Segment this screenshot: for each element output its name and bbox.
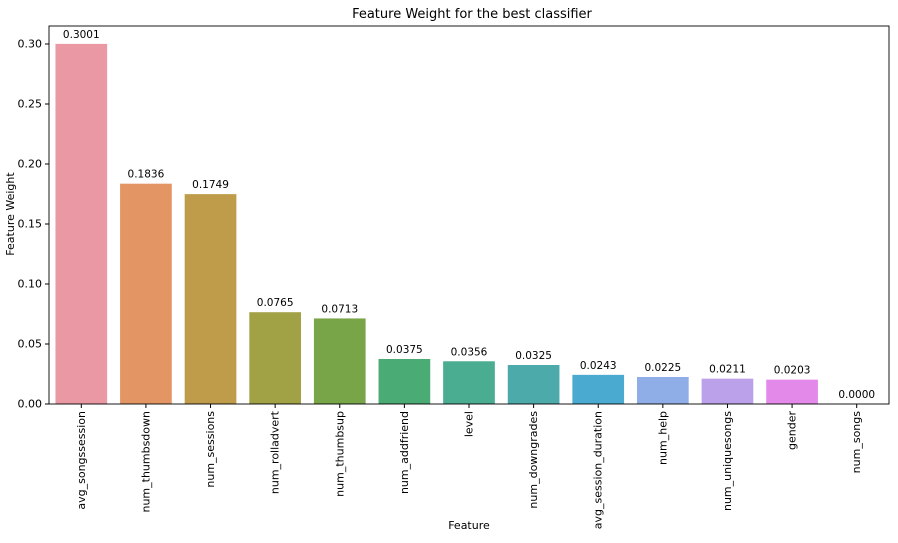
bar-value-label: 0.0000 xyxy=(838,389,875,401)
x-tick-label: avg_session_duration xyxy=(592,411,605,529)
bar-num-help xyxy=(637,377,689,404)
bar-value-label: 0.0225 xyxy=(644,362,681,374)
bar-num-thumbsup xyxy=(313,318,366,404)
y-axis-title: Feature Weight xyxy=(4,172,17,256)
bar-value-label: 0.0765 xyxy=(257,297,294,309)
bar-gender xyxy=(766,379,818,404)
x-tick-label: num_addfriend xyxy=(398,411,411,494)
x-tick-label: num_thumbsdown xyxy=(139,411,152,513)
bar-value-label: 0.1749 xyxy=(192,179,229,191)
bar-value-label: 0.1836 xyxy=(128,169,165,181)
y-tick-label: 0.00 xyxy=(18,398,43,411)
x-tick-label: num_sessions xyxy=(204,411,217,488)
y-tick-label: 0.30 xyxy=(18,38,43,51)
bar-value-label: 0.0356 xyxy=(451,346,488,358)
x-tick-label: num_rolladvert xyxy=(269,410,282,494)
bar-avg-session-duration xyxy=(572,374,625,404)
bar-value-label: 0.3001 xyxy=(63,29,100,41)
y-tick-label: 0.15 xyxy=(18,218,43,231)
bar-num-uniquesongs xyxy=(701,378,754,404)
plot-frame xyxy=(48,25,890,405)
bar-value-label: 0.0211 xyxy=(709,364,746,376)
bar-num-rolladvert xyxy=(249,312,301,404)
y-tick-label: 0.10 xyxy=(18,278,43,291)
axes-layer: avg_songssession num_thumbsdown num_sessio… xyxy=(18,25,890,529)
bar-num-sessions xyxy=(184,194,237,404)
bar-value-label: 0.0243 xyxy=(580,360,617,372)
x-tick-label: num_help xyxy=(656,411,669,465)
bars-layer: 0.3001 0.1836 0.1749 0.0765 0.0713 0.0375 0.03… xyxy=(55,29,875,404)
bar-num-addfriend xyxy=(378,359,431,404)
y-tick-label: 0.25 xyxy=(18,98,43,111)
bar-value-label: 0.0713 xyxy=(321,303,358,315)
x-axis-title: Feature xyxy=(448,519,490,532)
x-tick-label: num_downgrades xyxy=(527,411,540,509)
bar-avg-songssession xyxy=(55,43,108,404)
y-tick-label: 0.20 xyxy=(18,158,43,171)
bar-value-label: 0.0325 xyxy=(515,350,552,362)
x-tick-label: num_songs xyxy=(850,411,863,474)
x-tick-label: num_uniquesongs xyxy=(721,411,734,511)
x-tick-label: gender xyxy=(786,411,799,450)
bar-num-downgrades xyxy=(507,365,560,404)
bar-value-label: 0.0203 xyxy=(774,365,811,377)
x-tick-label: num_thumbsup xyxy=(333,411,346,497)
bar-num-thumbsdown xyxy=(120,183,172,404)
y-tick-label: 0.05 xyxy=(18,338,43,351)
bar-value-label: 0.0375 xyxy=(386,344,423,356)
x-tick-label: avg_songssession xyxy=(75,411,88,510)
x-tick-label: level xyxy=(463,411,476,437)
bar-level xyxy=(443,361,495,404)
chart-title: Feature Weight for the best classifier xyxy=(352,7,592,22)
